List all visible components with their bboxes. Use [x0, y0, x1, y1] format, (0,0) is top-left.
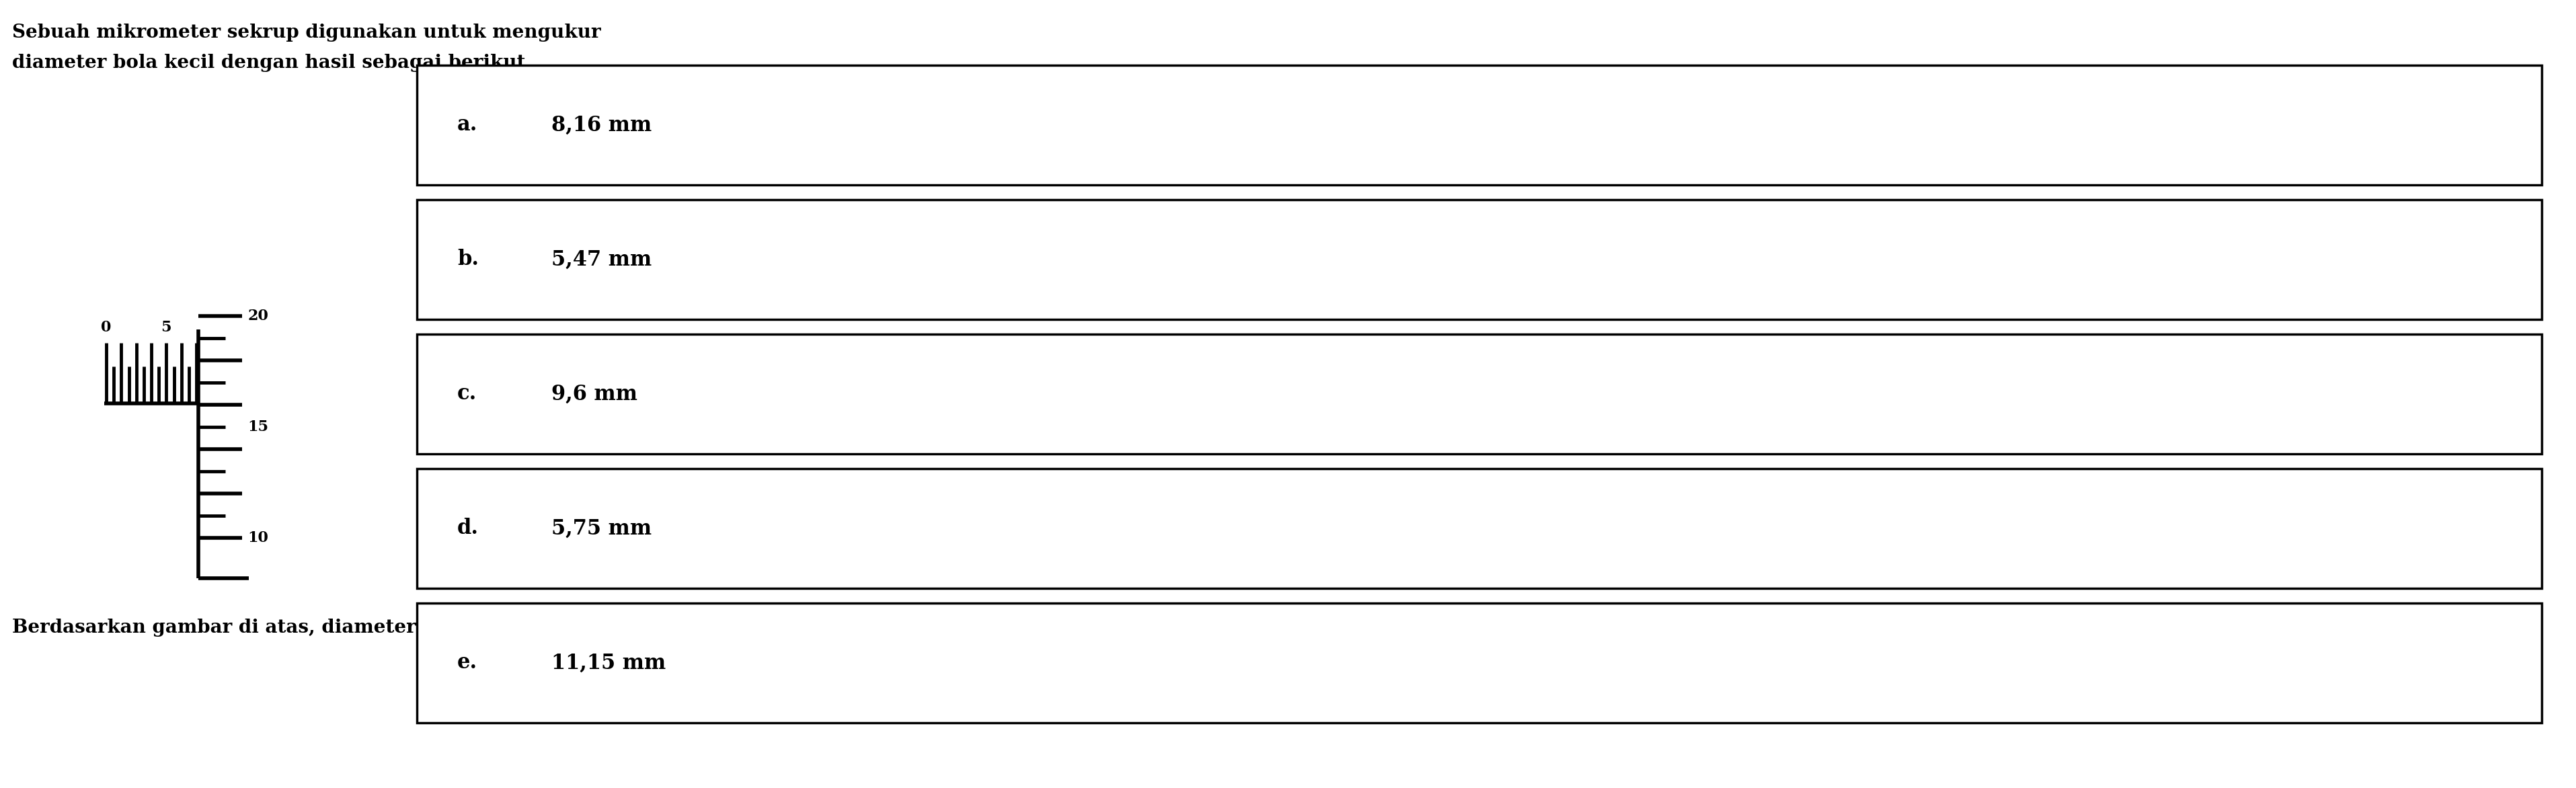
Text: 11,15 mm: 11,15 mm — [551, 652, 665, 674]
Text: 5,75 mm: 5,75 mm — [551, 518, 652, 539]
FancyBboxPatch shape — [417, 469, 2543, 589]
Text: 0: 0 — [100, 320, 111, 335]
Text: diameter bola kecil dengan hasil sebagai berikut.: diameter bola kecil dengan hasil sebagai… — [13, 54, 533, 72]
FancyBboxPatch shape — [417, 65, 2543, 185]
Text: 9,6 mm: 9,6 mm — [551, 384, 636, 404]
Text: 8,16 mm: 8,16 mm — [551, 114, 652, 136]
FancyBboxPatch shape — [417, 603, 2543, 723]
Text: a.: a. — [456, 114, 477, 136]
FancyBboxPatch shape — [417, 334, 2543, 454]
Text: d.: d. — [456, 518, 479, 539]
Text: 10: 10 — [247, 530, 268, 545]
Text: 15: 15 — [247, 419, 268, 434]
Text: 5: 5 — [162, 320, 173, 335]
Text: 20: 20 — [247, 309, 268, 323]
Text: 5,47 mm: 5,47 mm — [551, 249, 652, 270]
Text: Berdasarkan gambar di atas, diameter bola kecil adalah ....: Berdasarkan gambar di atas, diameter bol… — [13, 619, 634, 637]
Text: e.: e. — [456, 652, 477, 674]
FancyBboxPatch shape — [417, 199, 2543, 319]
Text: c.: c. — [456, 384, 477, 404]
Text: Sebuah mikrometer sekrup digunakan untuk mengukur: Sebuah mikrometer sekrup digunakan untuk… — [13, 24, 600, 42]
Text: b.: b. — [456, 249, 479, 270]
